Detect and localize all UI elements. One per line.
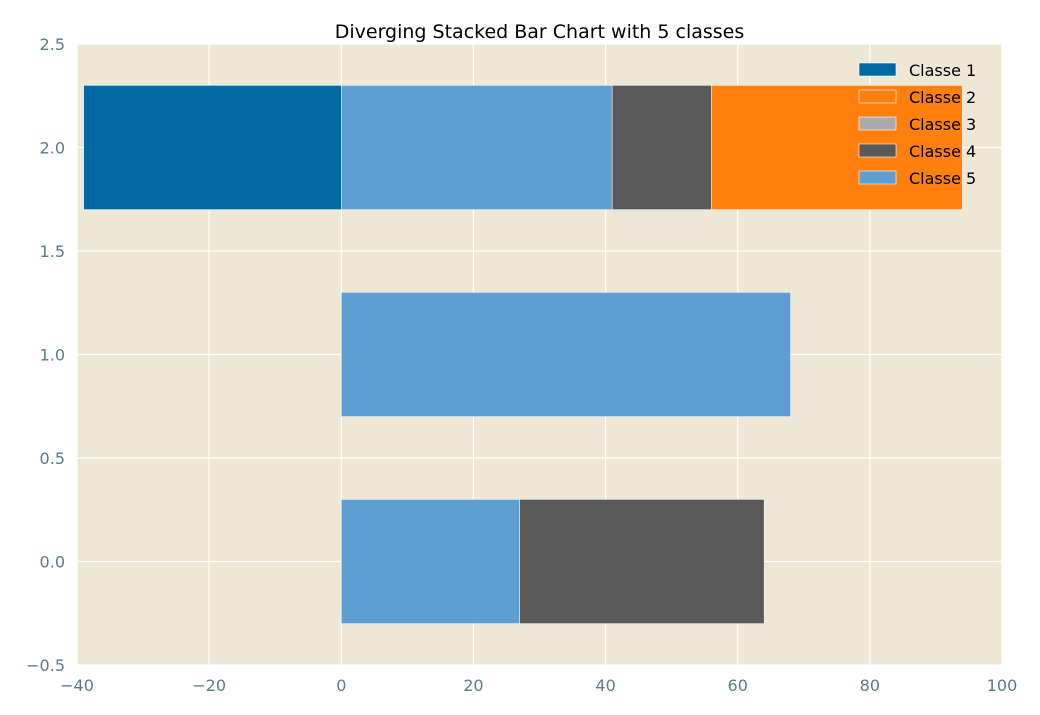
legend-swatch-1 (858, 89, 897, 104)
x-tick-label-0: −40 (60, 676, 94, 695)
legend-swatch-2 (858, 116, 897, 131)
legend-swatch-3 (858, 143, 897, 158)
y-tick-label-0: −0.5 (26, 656, 65, 675)
x-tick-label-4: 40 (595, 676, 615, 695)
x-tick-label-7: 100 (987, 676, 1018, 695)
y-tick-label-2: 0.5 (40, 449, 65, 468)
legend-label-0: Classe 1 (909, 61, 976, 80)
legend-label-1: Classe 2 (909, 88, 976, 107)
bar-segment-5 (611, 85, 712, 210)
y-tick-label-3: 1.0 (40, 346, 65, 365)
bar-segment-2 (341, 292, 791, 417)
legend-swatch-4 (858, 170, 897, 185)
bar-segment-1 (519, 499, 765, 624)
chart-title: Diverging Stacked Bar Chart with 5 class… (335, 21, 745, 43)
y-tick-label-1: 0.0 (40, 553, 65, 572)
legend-label-2: Classe 3 (909, 115, 976, 134)
legend-swatch-0 (858, 62, 897, 77)
bar-segment-6 (711, 85, 963, 210)
bar-segment-0 (341, 499, 520, 624)
x-tick-label-1: −20 (192, 676, 226, 695)
x-tick-label-2: 0 (336, 676, 346, 695)
y-tick-label-6: 2.5 (40, 35, 65, 54)
bar-segment-4 (341, 85, 613, 210)
x-tick-label-3: 20 (463, 676, 483, 695)
legend-label-3: Classe 4 (909, 142, 976, 161)
axis-ticks: −40 −20 0 20 40 60 80 100 −0.5 0.0 0.5 1.0 1.5 2.0 2.5 (26, 35, 1017, 695)
bars (83, 85, 963, 624)
legend-label-4: Classe 5 (909, 169, 976, 188)
bar-segment-3 (83, 85, 342, 210)
legend: Classe 1 Classe 2 Classe 3 Classe 4 Classe 5 (858, 61, 976, 188)
y-tick-label-5: 2.0 (40, 139, 65, 158)
y-tick-label-4: 1.5 (40, 242, 65, 261)
x-tick-label-6: 80 (860, 676, 880, 695)
x-tick-label-5: 60 (728, 676, 748, 695)
